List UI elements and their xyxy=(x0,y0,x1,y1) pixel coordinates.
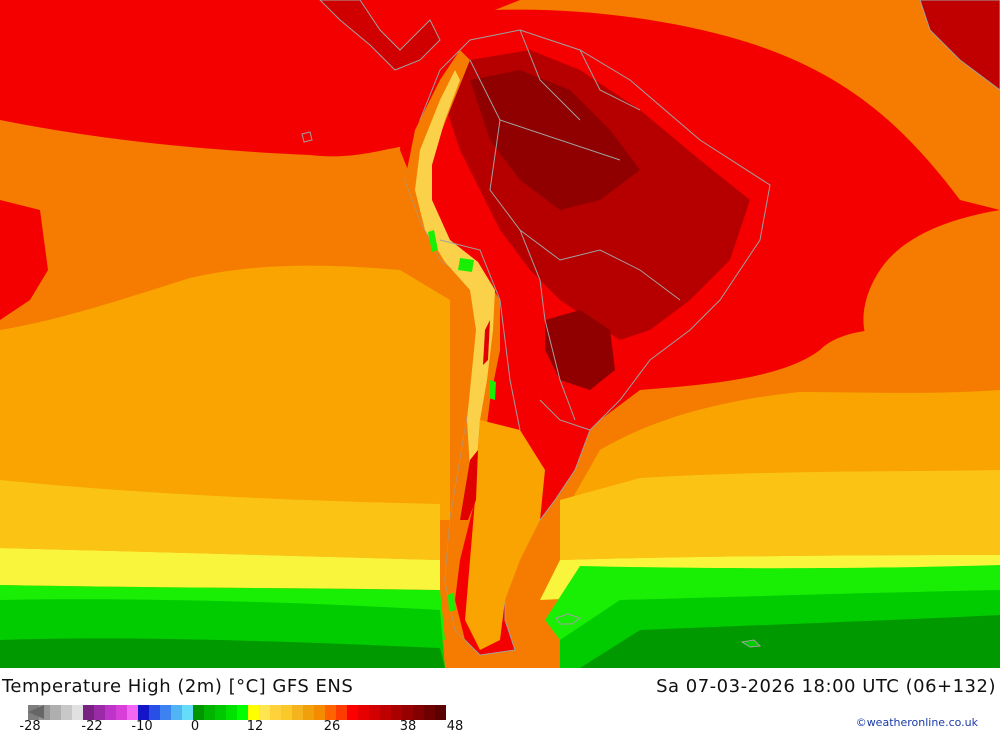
scale-swatch xyxy=(336,705,347,720)
scale-swatch xyxy=(160,705,171,720)
scale-swatch xyxy=(413,705,424,720)
scale-tick: 26 xyxy=(323,719,341,733)
scale-swatch xyxy=(325,705,336,720)
scale-swatch xyxy=(182,705,193,720)
scale-swatch xyxy=(248,705,259,720)
scale-tick: -10 xyxy=(131,719,153,733)
continent-paraguay-dark xyxy=(545,310,615,390)
scale-swatch xyxy=(105,705,116,720)
scale-swatch xyxy=(369,705,380,720)
scale-swatch xyxy=(149,705,160,720)
scale-swatch xyxy=(83,705,94,720)
scale-swatch xyxy=(292,705,303,720)
scale-swatch xyxy=(435,705,446,720)
ocean-north-red xyxy=(0,0,1000,330)
scale-swatch xyxy=(72,705,83,720)
scale-swatch xyxy=(358,705,369,720)
ocean-dark-green-band xyxy=(0,615,1000,668)
scale-swatch xyxy=(94,705,105,720)
scale-swatch xyxy=(402,705,413,720)
scale-swatch xyxy=(237,705,248,720)
scale-swatch xyxy=(215,705,226,720)
scale-tick: 38 xyxy=(399,719,417,733)
north-america-tip xyxy=(919,0,1000,91)
ocean-light-orange-band xyxy=(0,470,1000,560)
galapagos-islands xyxy=(301,131,313,143)
scale-tick: -28 xyxy=(19,719,41,733)
south-georgia xyxy=(740,639,762,648)
scale-tick: 0 xyxy=(190,719,200,733)
continent-chile-coast-red xyxy=(460,320,490,520)
central-america-strip xyxy=(319,0,441,71)
scale-swatch xyxy=(380,705,391,720)
continent-patagonia-light xyxy=(465,420,545,650)
scale-swatch xyxy=(127,705,138,720)
scale-swatch xyxy=(204,705,215,720)
scale-swatch xyxy=(193,705,204,720)
scale-swatch xyxy=(138,705,149,720)
scale-tick: 48 xyxy=(446,719,464,733)
scale-tick: -22 xyxy=(81,719,103,733)
scale-swatch xyxy=(61,705,72,720)
temperature-map xyxy=(0,0,1000,668)
scale-tick: 12 xyxy=(246,719,264,733)
color-scale-left-arrow xyxy=(28,705,44,719)
map-title: Temperature High (2m) [°C] GFS ENS xyxy=(2,676,354,697)
scale-swatch xyxy=(303,705,314,720)
scale-swatch xyxy=(347,705,358,720)
scale-swatch xyxy=(281,705,292,720)
continent-andes-yellow-ridge xyxy=(415,70,495,500)
copyright-credit[interactable]: ©weatheronline.co.uk xyxy=(855,716,978,729)
valid-time-label: Sa 07-03-2026 18:00 UTC (06+132) xyxy=(656,676,996,697)
ocean-west-red-patch xyxy=(0,200,48,320)
scale-swatch xyxy=(391,705,402,720)
scale-swatch xyxy=(314,705,325,720)
continent-amazon-darkest xyxy=(470,70,640,210)
country-borders xyxy=(439,29,681,431)
scale-swatch xyxy=(424,705,435,720)
color-scale-bar xyxy=(28,705,446,720)
scale-swatch xyxy=(171,705,182,720)
color-scale-ticks: -28 -22 -10 0 12 26 38 48 xyxy=(0,719,520,733)
scale-swatch xyxy=(39,705,50,720)
scale-swatch xyxy=(270,705,281,720)
ocean-atlantic-orange-lobe xyxy=(863,210,1000,345)
scale-swatch xyxy=(259,705,270,720)
ocean-pacific-mid-band xyxy=(0,265,450,520)
scale-swatch xyxy=(226,705,237,720)
falkland-islands xyxy=(555,613,582,625)
scale-swatch xyxy=(116,705,127,720)
scale-swatch xyxy=(50,705,61,720)
